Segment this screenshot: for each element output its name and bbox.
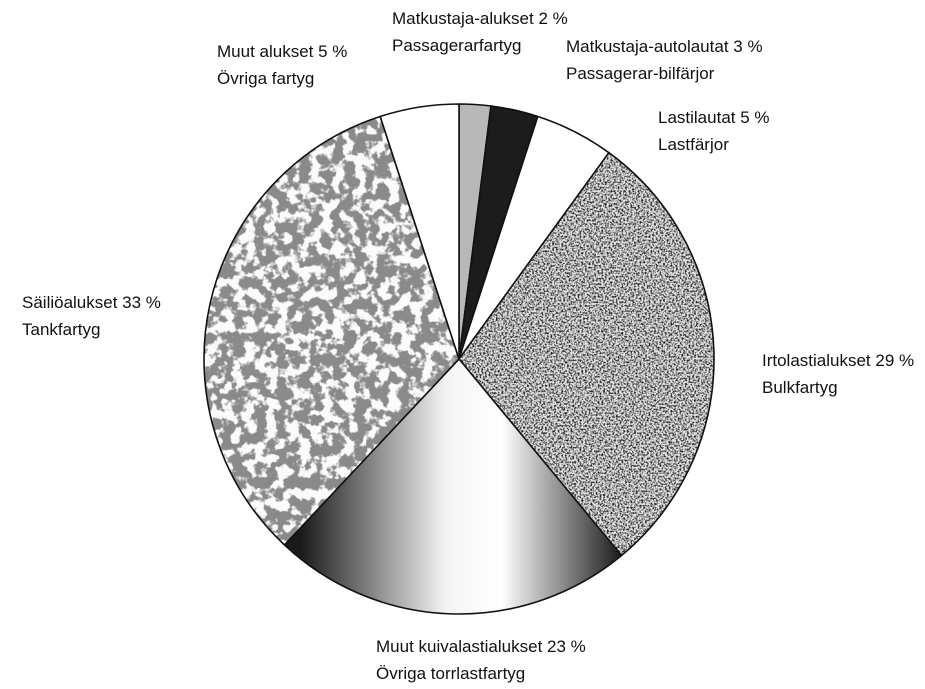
slice-label-line1: Irtolastialukset 29 % xyxy=(762,351,914,370)
pie-slice-tankfartyg xyxy=(203,115,460,546)
slice-label-line1: Matkustaja-alukset 2 % xyxy=(392,9,568,28)
slice-label-line1: Muut kuivalastialukset 23 % xyxy=(376,637,586,656)
slice-label-line1: Matkustaja-autolautat 3 % xyxy=(566,37,763,56)
slice-label-line2: Övriga fartyg xyxy=(217,69,314,88)
slice-label-lastfarjor: Lastilautat 5 % Lastfärjor xyxy=(658,108,770,154)
slice-label-ovriga-torrlastfartyg: Muut kuivalastialukset 23 % Övriga torrla… xyxy=(376,637,586,683)
slice-label-ovriga-fartyg: Muut alukset 5 % Övriga fartyg xyxy=(217,42,347,88)
pie-labels: Matkustaja-alukset 2 % Passagerarfartyg Ma… xyxy=(22,9,914,683)
slice-label-line2: Bulkfartyg xyxy=(762,378,838,397)
pie-slice-ovriga-fartyg xyxy=(379,103,460,360)
slice-label-line2: Övriga torrlastfartyg xyxy=(376,664,525,683)
slice-label-line1: Säiliöalukset 33 % xyxy=(22,293,161,312)
slice-label-line2: Lastfärjor xyxy=(658,135,729,154)
slice-label-line2: Passagerar-bilfärjor xyxy=(566,64,715,83)
pie-slices xyxy=(203,103,715,615)
slice-label-line2: Tankfartyg xyxy=(22,320,100,339)
slice-label-line2: Passagerarfartyg xyxy=(392,36,521,55)
pie-slice-ovriga-torrlastfartyg xyxy=(283,358,623,615)
slice-label-bulkfartyg: Irtolastialukset 29 % Bulkfartyg xyxy=(762,351,914,397)
slice-label-passagerarfartyg: Matkustaja-alukset 2 % Passagerarfartyg xyxy=(392,9,568,55)
slice-label-line1: Lastilautat 5 % xyxy=(658,108,770,127)
slice-label-passagerar-bilfarjor: Matkustaja-autolautat 3 % Passagerar-bilf… xyxy=(566,37,763,83)
slice-label-tankfartyg: Säiliöalukset 33 % Tankfartyg xyxy=(22,293,161,339)
slice-label-line1: Muut alukset 5 % xyxy=(217,42,347,61)
pie-slice-bulkfartyg xyxy=(458,151,715,557)
